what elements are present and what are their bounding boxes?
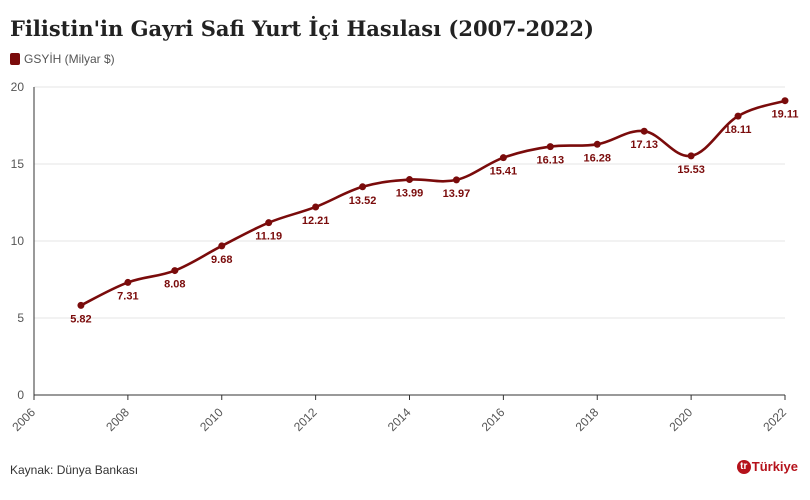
x-tick-label: 2008: [103, 405, 132, 434]
point-layer: [77, 97, 789, 309]
line-layer: [80, 99, 786, 307]
data-point: [218, 242, 226, 250]
data-label: 18.11: [725, 124, 752, 136]
data-point: [171, 267, 179, 275]
x-tick-label: 2010: [197, 405, 226, 434]
data-label: 9.68: [211, 254, 232, 266]
data-point: [687, 152, 695, 160]
data-point: [312, 203, 320, 211]
brand-text: Türkiye: [751, 459, 798, 474]
data-label: 13.99: [396, 188, 424, 200]
data-point: [452, 176, 460, 184]
brand-mark-icon: tr: [736, 459, 751, 474]
data-point: [640, 127, 648, 135]
data-label: 17.13: [630, 139, 658, 151]
x-tick-label: 2006: [9, 405, 38, 434]
data-label: 16.28: [583, 152, 611, 164]
data-point: [406, 176, 413, 184]
data-label: 5.82: [70, 313, 91, 325]
data-point: [77, 301, 85, 309]
data-label: 13.97: [443, 188, 471, 200]
brand-logo: tr Türkiye: [736, 459, 798, 474]
chart-title: Filistin'in Gayri Safi Yurt İçi Hasılası…: [10, 16, 594, 41]
data-point: [265, 219, 273, 227]
data-label: 13.52: [349, 195, 377, 207]
grid-layer: [34, 86, 785, 319]
data-label: 12.21: [302, 215, 330, 227]
data-label: 8.08: [164, 279, 185, 291]
x-tick-label: 2016: [479, 405, 508, 434]
legend: GSYİH (Milyar $): [10, 52, 115, 66]
data-point: [734, 112, 742, 120]
data-label: 11.19: [255, 231, 282, 243]
x-tick-label: 2022: [760, 405, 789, 434]
source-note: Kaynak: Dünya Bankası: [10, 463, 139, 477]
data-label: 16.13: [537, 155, 565, 167]
data-label: 15.41: [490, 166, 518, 178]
x-tick-label: 2012: [291, 405, 320, 434]
data-label: 15.53: [677, 164, 705, 176]
data-point: [781, 97, 789, 105]
data-point: [593, 140, 601, 148]
data-point: [499, 154, 507, 162]
series-line: [80, 99, 786, 307]
y-tick-label: 0: [17, 388, 24, 402]
data-point: [124, 278, 132, 286]
data-point: [546, 143, 554, 151]
x-tick-label: 2014: [385, 405, 414, 434]
y-tick-label: 15: [11, 157, 25, 171]
x-tick-label: 2018: [573, 405, 602, 434]
data-label: 7.31: [117, 290, 138, 302]
legend-label: GSYİH (Milyar $): [24, 52, 115, 66]
y-tick-label: 20: [11, 80, 25, 94]
data-point: [359, 183, 367, 191]
data-label-layer: 5.82 7.31 8.08 9.68 11.19 12.21 13.52 13.99 13.9…: [70, 109, 798, 326]
x-tick-label: 2020: [666, 405, 695, 434]
data-label: 19.11: [772, 109, 799, 121]
y-tick-label: 10: [11, 234, 25, 248]
y-tick-label: 5: [17, 311, 24, 325]
axis-layer: 0 5 10 15 20 2006 2008 2010 2012 2014 2016 2018 2020…: [9, 80, 789, 434]
legend-swatch: [10, 53, 20, 65]
